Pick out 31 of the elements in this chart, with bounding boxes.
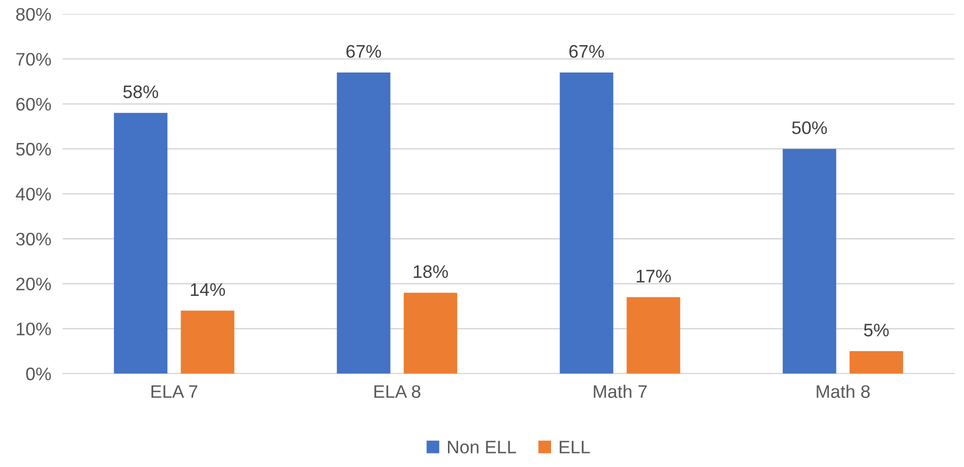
bar (560, 72, 614, 374)
bar (850, 351, 904, 374)
y-tick-label: 70% (16, 52, 51, 66)
y-tick-label: 40% (16, 188, 51, 201)
bar (336, 72, 390, 374)
data-label: 50% (792, 121, 827, 134)
data-label: 67% (346, 44, 382, 58)
x-tick-label: Math 8 (816, 384, 870, 398)
legend-label: Non ELL (448, 440, 516, 454)
x-tick-label: ELA 8 (374, 385, 420, 398)
y-tick-label: 10% (16, 322, 51, 336)
y-tick-label: 60% (16, 98, 51, 111)
y-tick-label: 50% (16, 142, 51, 156)
y-tick-label: 80% (16, 8, 51, 21)
x-tick-label: ELA 7 (152, 385, 198, 398)
bar (180, 310, 234, 374)
bar (404, 292, 458, 374)
y-tick-label: 20% (16, 278, 51, 290)
data-label: 67% (569, 44, 604, 58)
data-label: 18% (414, 265, 448, 278)
x-tick-label: Math 7 (594, 384, 647, 398)
bar (782, 148, 836, 374)
data-label: 5% (864, 324, 889, 336)
data-label: 58% (123, 85, 158, 98)
data-label: 14% (190, 283, 225, 296)
y-tick-label: 30% (16, 232, 51, 246)
y-tick-label: 0% (26, 368, 51, 380)
bar (626, 297, 680, 374)
bar (114, 112, 168, 374)
legend-label: ELL (560, 440, 590, 454)
data-label: 17% (636, 270, 671, 282)
